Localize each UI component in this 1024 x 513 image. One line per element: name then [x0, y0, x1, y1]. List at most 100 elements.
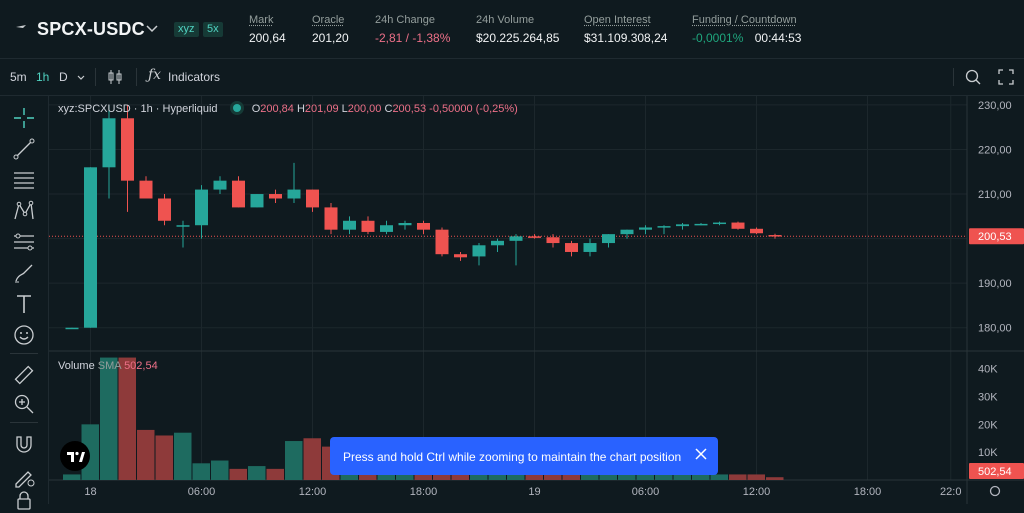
brush-icon[interactable] [12, 261, 36, 285]
indicators-button[interactable]: Indicators [168, 70, 221, 84]
candle-body [176, 225, 190, 227]
sma-label: SMA [97, 360, 121, 372]
candle-body [583, 243, 597, 252]
chart-toolbar: 5m 1h D ƒx Indicators [0, 59, 1024, 96]
candle-body [454, 254, 467, 258]
trend-line-icon[interactable] [12, 137, 36, 161]
volume-bar [655, 474, 673, 480]
volume-label: Volume [58, 360, 95, 372]
stat-label: Oracle [312, 14, 345, 26]
market-header: SPCX-USDC xyz 5x Mark 200,64 Oracle 201,… [0, 0, 1024, 59]
candle-body [768, 235, 782, 237]
stat-oracle: Oracle 201,20 [312, 14, 349, 45]
volume-bar [155, 435, 173, 480]
candle-body [676, 224, 689, 227]
ohlc-low: L200,00 [341, 103, 382, 115]
candle-body [491, 240, 504, 246]
volume-bar [192, 463, 210, 480]
price-tick-label: 220,00 [978, 144, 1012, 156]
zoom-hint-toast: Press and hold Ctrl while zooming to mai… [330, 437, 718, 475]
fullscreen-icon[interactable] [997, 68, 1015, 86]
candle-body [65, 327, 79, 330]
stat-label: Open Interest [584, 14, 651, 26]
fib-retracement-icon[interactable] [12, 230, 36, 254]
sma-value: 502,54 [124, 360, 158, 372]
stat-value: -2,81 / -1,38% [375, 31, 451, 45]
text-tool-icon[interactable] [12, 292, 36, 316]
volume-sma-label: 502,54 [978, 466, 1012, 478]
settings-gear-icon[interactable] [989, 485, 1001, 497]
interval-chevron-icon[interactable] [76, 73, 86, 83]
candle-body [472, 245, 486, 257]
candle-body [158, 198, 171, 221]
indicators-fx-icon[interactable]: ƒx [148, 67, 162, 83]
time-tick-label: 12:00 [743, 486, 771, 498]
tradingview-logo-icon[interactable] [60, 441, 90, 471]
time-tick-label: 19 [528, 486, 540, 498]
close-icon[interactable] [694, 447, 708, 461]
candle-body [417, 223, 430, 230]
interval-d[interactable]: D [59, 70, 68, 84]
lock-icon[interactable] [12, 489, 36, 513]
candle-body [398, 223, 412, 226]
candle-body [639, 227, 652, 230]
market-logo-icon [16, 25, 26, 28]
horizontal-lines-icon[interactable] [12, 168, 36, 192]
volume-bar [710, 474, 728, 480]
candle-body [84, 167, 97, 328]
dex-badge: xyz [174, 22, 199, 37]
pair-name[interactable]: SPCX-USDC [37, 19, 145, 39]
tool-divider [10, 353, 38, 354]
candle-body [324, 207, 338, 230]
candle-body [287, 189, 301, 199]
stat-24h-volume: 24h Volume $20.225.264,85 [476, 14, 559, 45]
stat-value-row: -0,0001% 00:44:53 [692, 31, 801, 45]
stat-mark: Mark 200,64 [249, 14, 286, 45]
toolbar-divider [953, 68, 954, 86]
chevron-down-icon[interactable] [144, 20, 160, 36]
pattern-icon[interactable] [12, 199, 36, 223]
volume-tick-label: 20K [978, 419, 998, 431]
candle-body [713, 222, 726, 225]
volume-sma-badge [969, 463, 1024, 479]
candle-body [657, 226, 671, 228]
volume-bar [118, 357, 136, 480]
emoji-icon[interactable] [12, 323, 36, 347]
candle-body [694, 223, 708, 226]
time-tick-label: 18:00 [854, 486, 882, 498]
candle-body [602, 234, 615, 244]
stat-24h-change: 24h Change -2,81 / -1,38% [375, 14, 450, 45]
ruler-icon[interactable] [12, 363, 36, 387]
stat-label: Mark [249, 14, 274, 26]
zoom-in-icon[interactable] [12, 392, 36, 416]
time-tick-label: 18 [84, 486, 96, 498]
zoom-search-icon[interactable] [964, 68, 982, 86]
price-tick-label: 190,00 [978, 278, 1012, 290]
price-tick-label: 230,00 [978, 100, 1012, 112]
last-price-label: 200,53 [978, 231, 1012, 243]
price-tick-label: 210,00 [978, 189, 1012, 201]
stat-value: $20.225.264,85 [476, 31, 560, 45]
stat-value: $31.109.308,24 [584, 31, 668, 45]
stat-open-interest: Open Interest $31.109.308,24 [584, 14, 667, 45]
candle-style-icon[interactable] [106, 68, 124, 86]
interval-1h[interactable]: 1h [36, 70, 50, 84]
toast-message: Press and hold Ctrl while zooming to mai… [343, 450, 682, 464]
candle-body [213, 180, 227, 190]
volume-bar [174, 432, 192, 480]
volume-bar [63, 474, 81, 480]
stat-label: Funding / Countdown [692, 14, 797, 26]
lock-pencil-icon[interactable] [12, 464, 36, 488]
candle-body [121, 118, 134, 181]
volume-bar [229, 468, 247, 480]
symbol-label: xyz:SPCXUSD · 1h · Hyperliquid [58, 103, 218, 115]
ohlc-open: O200,84 [251, 103, 294, 115]
price-tick-label: 180,00 [978, 323, 1012, 335]
interval-5m[interactable]: 5m [10, 70, 27, 84]
candle-body [528, 236, 541, 238]
volume-tick-label: 40K [978, 364, 998, 376]
magnet-icon[interactable] [12, 433, 36, 457]
crosshair-icon[interactable] [12, 106, 36, 130]
ohlc-close: C200,53 [384, 103, 427, 115]
leverage-badge: 5x [203, 22, 223, 37]
